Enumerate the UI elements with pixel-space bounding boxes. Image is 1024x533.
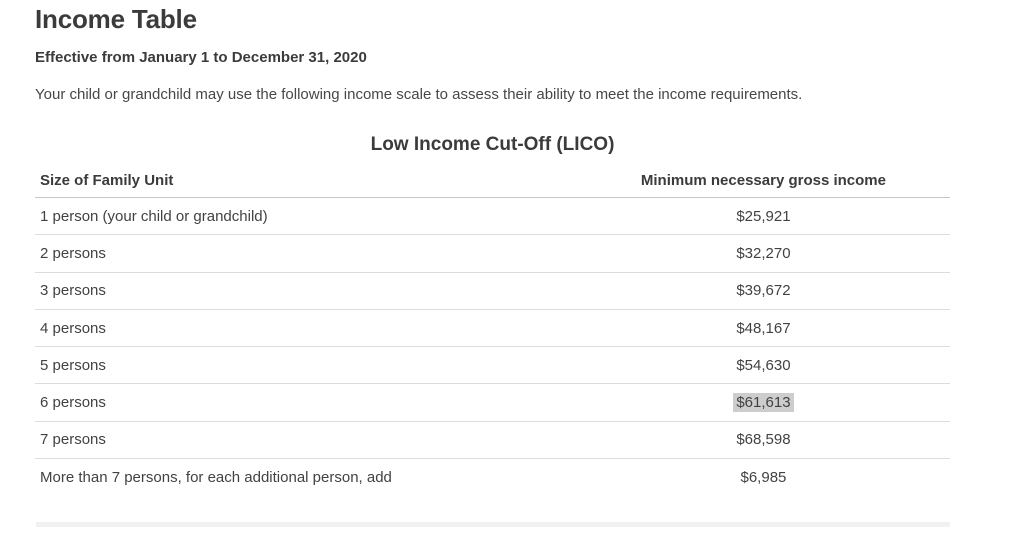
family-size-cell: 2 persons (35, 234, 577, 273)
income-value: $6,985 (740, 468, 787, 486)
income-value: $68,598 (736, 431, 791, 449)
lico-table: Size of Family Unit Minimum necessary gr… (35, 166, 950, 495)
income-value: $25,921 (736, 207, 791, 225)
income-cell: $25,921 (576, 197, 950, 236)
income-cell: $68,598 (576, 421, 950, 460)
effective-dates-subtitle: Effective from January 1 to December 31,… (35, 49, 367, 66)
table-row: More than 7 persons, for each additional… (35, 459, 950, 496)
header-row: Size of Family Unit Minimum necessary gr… (35, 166, 950, 198)
income-value: $48,167 (736, 319, 791, 337)
income-value: $54,630 (736, 356, 791, 374)
income-cell: $32,270 (576, 234, 950, 273)
family-size-cell: 3 persons (35, 272, 577, 310)
income-cell: $61,613 (576, 383, 950, 422)
income-cell: $6,985 (577, 459, 950, 496)
table-row: 1 person (your child or grandchild) $25,9… (35, 197, 950, 236)
income-cell: $48,167 (576, 309, 950, 348)
intro-paragraph: Your child or grandchild may use the fol… (35, 86, 803, 103)
income-value: $39,672 (736, 282, 791, 300)
page-title: Income Table (35, 4, 197, 34)
family-size-cell: 6 persons (35, 383, 577, 422)
family-size-cell: 4 persons (35, 309, 577, 348)
family-size-cell: 1 person (your child or grandchild) (35, 197, 577, 236)
table-row: 4 persons $48,167 (35, 309, 950, 348)
table-row: 6 persons $61,613 (35, 383, 950, 422)
lico-table-body: 1 person (your child or grandchild) $25,9… (35, 197, 950, 496)
table-row: 3 persons $39,672 (35, 272, 950, 310)
income-value-selected: $61,613 (733, 393, 794, 413)
table-row: 5 persons $54,630 (35, 346, 950, 385)
income-value: $32,270 (736, 244, 791, 262)
family-size-cell: 7 persons (35, 421, 577, 460)
section-divider (36, 522, 950, 527)
column-header-family-size: Size of Family Unit (35, 166, 577, 198)
lico-table-header: Size of Family Unit Minimum necessary gr… (35, 166, 950, 198)
table-row: 2 persons $32,270 (35, 234, 950, 273)
table-row: 7 persons $68,598 (35, 421, 950, 460)
lico-table-caption: Low Income Cut-Off (LICO) (370, 134, 615, 155)
income-cell: $54,630 (576, 346, 950, 385)
income-cell: $39,672 (576, 272, 950, 310)
family-size-cell: More than 7 persons, for each additional… (40, 468, 392, 486)
column-header-gross-income: Minimum necessary gross income (576, 166, 950, 198)
family-size-cell: 5 persons (35, 346, 577, 385)
